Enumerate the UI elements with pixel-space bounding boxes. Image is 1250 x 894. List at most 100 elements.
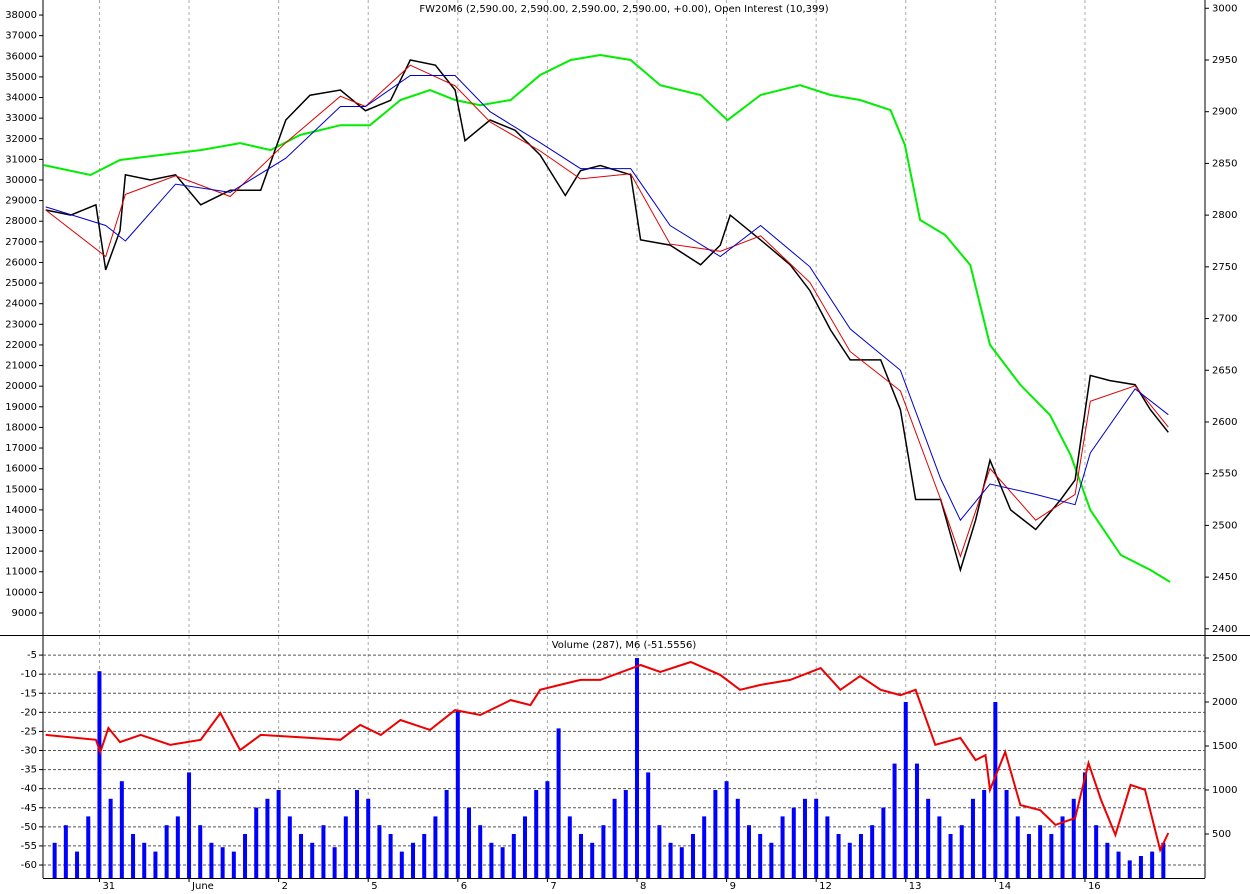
y-tick-label: 32000 bbox=[5, 134, 37, 145]
y-tick-label: 31000 bbox=[5, 154, 37, 165]
volume-bar bbox=[791, 807, 796, 878]
y-tick-label: 37000 bbox=[5, 31, 37, 42]
y-tick-label: 16000 bbox=[5, 464, 37, 475]
volume-bar bbox=[825, 816, 830, 878]
volume-bar bbox=[220, 847, 225, 878]
y-tick-label: 25000 bbox=[5, 278, 37, 289]
volume-bar bbox=[444, 790, 449, 878]
volume-bar bbox=[310, 842, 315, 878]
y-tick-label: -60 bbox=[21, 860, 37, 871]
series-line bbox=[45, 660, 1170, 854]
volume-bar bbox=[903, 702, 908, 878]
volume-bar bbox=[702, 816, 707, 878]
volume-bar bbox=[993, 702, 998, 878]
volume-bar bbox=[119, 781, 124, 878]
volume-bar bbox=[1094, 825, 1099, 878]
volume-bar bbox=[1127, 860, 1132, 878]
volume-bar bbox=[534, 790, 539, 878]
y2-tick-label: 2600 bbox=[1212, 417, 1237, 428]
volume-bar bbox=[63, 825, 68, 878]
x-tick-label: 9 bbox=[730, 881, 736, 892]
y-tick-label: 27000 bbox=[5, 237, 37, 248]
y-tick-label: -35 bbox=[21, 765, 37, 776]
volume-bar bbox=[265, 798, 270, 878]
volume-bar bbox=[377, 825, 382, 878]
volume-bar bbox=[455, 710, 460, 878]
volume-bar bbox=[164, 825, 169, 878]
y2-tick-label: 2800 bbox=[1212, 210, 1237, 221]
volume-bar bbox=[690, 834, 695, 878]
volume-bar bbox=[467, 807, 472, 878]
volume-bar bbox=[187, 772, 192, 878]
volume-bar bbox=[679, 847, 684, 878]
volume-bar bbox=[668, 842, 673, 878]
y-tick-label: 22000 bbox=[5, 340, 37, 351]
volume-bar bbox=[836, 834, 841, 878]
x-tick-label: 13 bbox=[909, 881, 922, 892]
y-tick-label: -5 bbox=[27, 650, 37, 661]
x-tick-label: 7 bbox=[550, 881, 556, 892]
volume-bar bbox=[926, 798, 931, 878]
y-tick-label: 10000 bbox=[5, 587, 37, 598]
volume-bar bbox=[1138, 856, 1143, 878]
volume-bar bbox=[1038, 825, 1043, 878]
y2-tick-label: 1500 bbox=[1212, 741, 1237, 752]
volume-bar bbox=[556, 728, 561, 878]
panel-title: Volume (287), M6 (-51.5556) bbox=[552, 640, 697, 651]
volume-bar bbox=[948, 834, 953, 878]
volume-bar bbox=[769, 842, 774, 878]
volume-bar bbox=[623, 790, 628, 878]
y-tick-label: 35000 bbox=[5, 72, 37, 83]
y-tick-label: 34000 bbox=[5, 93, 37, 104]
y-tick-label: 11000 bbox=[5, 567, 37, 578]
volume-bar bbox=[343, 816, 348, 878]
volume-bar bbox=[735, 798, 740, 878]
y-tick-label: 23000 bbox=[5, 319, 37, 330]
y2-tick-label: 2000 bbox=[1212, 697, 1237, 708]
volume-bar bbox=[870, 825, 875, 878]
volume-bar bbox=[814, 798, 819, 878]
volume-bar bbox=[567, 816, 572, 878]
volume-bar bbox=[545, 781, 550, 878]
series-line bbox=[45, 75, 1169, 522]
y-tick-label: -55 bbox=[21, 841, 37, 852]
volume-bar bbox=[511, 834, 516, 878]
volume-bar bbox=[75, 851, 80, 878]
y-tick-label: 14000 bbox=[5, 505, 37, 516]
x-tick-label: 5 bbox=[371, 881, 377, 892]
volume-bar bbox=[86, 816, 91, 878]
volume-bar bbox=[634, 658, 639, 878]
volume-bar bbox=[1105, 842, 1110, 878]
volume-bar bbox=[198, 825, 203, 878]
y-tick-label: 24000 bbox=[5, 299, 37, 310]
volume-bar bbox=[578, 834, 583, 878]
x-tick-label: 16 bbox=[1088, 881, 1101, 892]
y2-tick-label: 2400 bbox=[1212, 624, 1237, 635]
volume-bar bbox=[914, 763, 919, 878]
y-tick-label: 29000 bbox=[5, 196, 37, 207]
volume-bar bbox=[1150, 851, 1155, 878]
y-tick-label: 21000 bbox=[5, 361, 37, 372]
y2-tick-label: 3000 bbox=[1212, 3, 1237, 14]
y-tick-label: 20000 bbox=[5, 381, 37, 392]
volume-bar bbox=[847, 842, 852, 878]
x-tick-label: June bbox=[191, 881, 214, 892]
volume-bar bbox=[601, 825, 606, 878]
volume-bar bbox=[332, 847, 337, 878]
x-tick-label: 6 bbox=[461, 881, 467, 892]
volume-bar bbox=[746, 825, 751, 878]
volume-bar bbox=[153, 851, 158, 878]
y2-tick-label: 1000 bbox=[1212, 785, 1237, 796]
y-tick-label: 26000 bbox=[5, 257, 37, 268]
volume-bar bbox=[959, 825, 964, 878]
volume-bar bbox=[433, 816, 438, 878]
y-tick-label: 17000 bbox=[5, 443, 37, 454]
volume-bar bbox=[478, 825, 483, 878]
volume-bar bbox=[411, 842, 416, 878]
volume-bar bbox=[388, 834, 393, 878]
volume-bar bbox=[657, 825, 662, 878]
y2-tick-label: 2650 bbox=[1212, 365, 1237, 376]
y-tick-label: -25 bbox=[21, 726, 37, 737]
y-tick-label: 18000 bbox=[5, 422, 37, 433]
